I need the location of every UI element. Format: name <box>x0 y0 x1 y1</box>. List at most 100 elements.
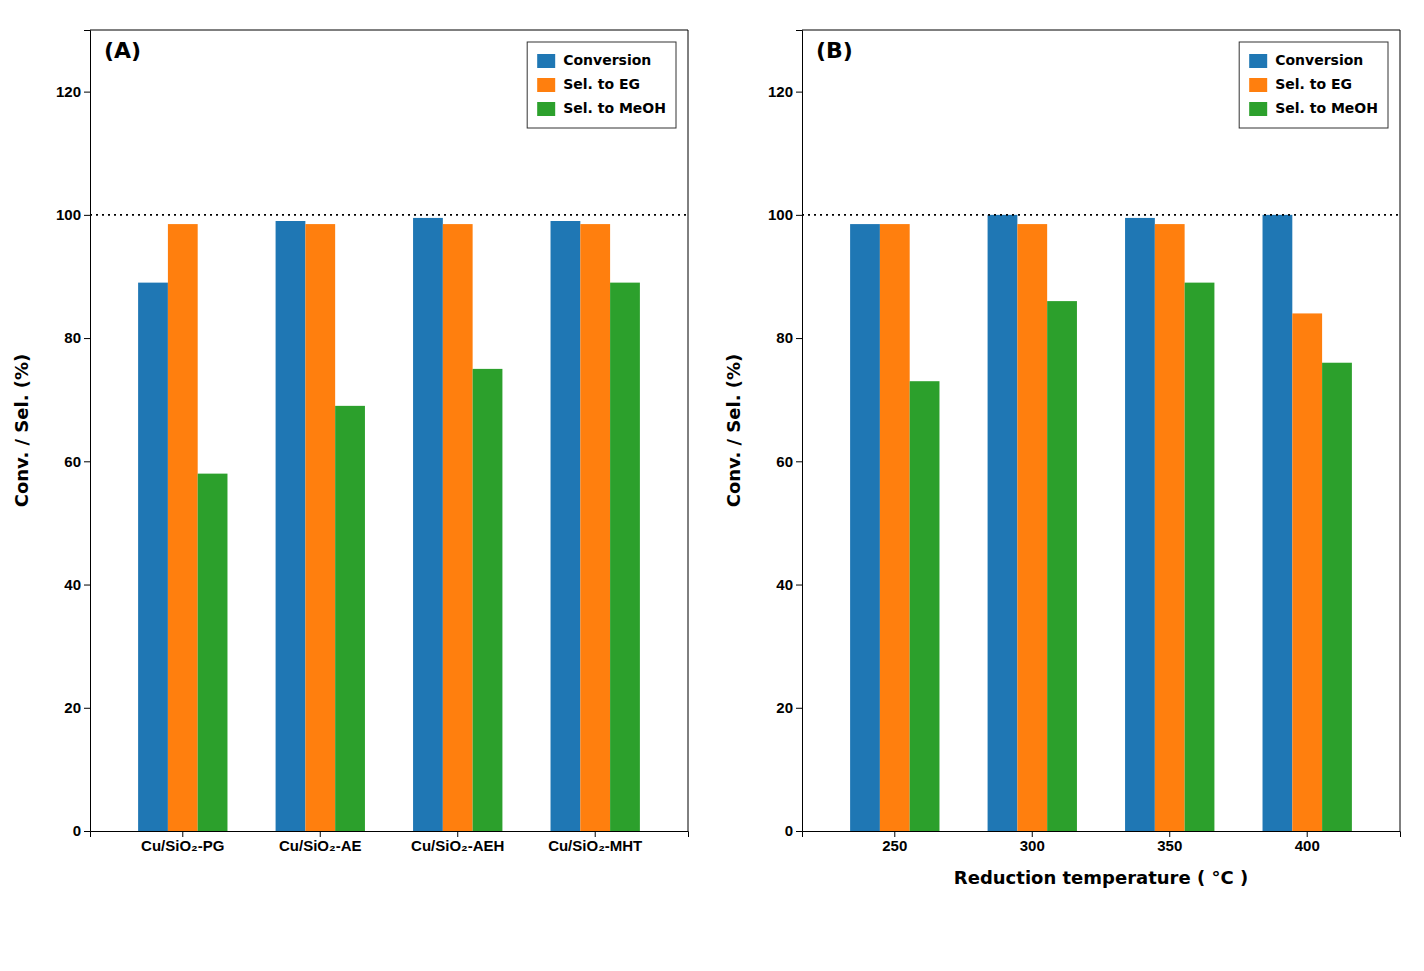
bar <box>1263 215 1293 831</box>
frame-line <box>1400 30 1401 831</box>
tick-mark <box>84 92 90 93</box>
bar <box>1047 301 1077 831</box>
tick: Cu/SiO₂-AE <box>279 831 362 854</box>
bar-series <box>198 283 640 831</box>
tick-label: 100 <box>56 206 81 223</box>
panel-label: (A) <box>104 38 141 63</box>
tick-label: Cu/SiO₂-AE <box>279 837 362 854</box>
tick-label: 20 <box>64 699 81 716</box>
tick-mark <box>796 831 802 832</box>
y-axis-title: Conv. / Sel. (%) <box>11 354 32 508</box>
tick-mark <box>84 215 90 216</box>
frame-line <box>802 30 1400 31</box>
legend-frame <box>527 42 676 128</box>
tick: Cu/SiO₂-MHT <box>548 831 642 854</box>
bar <box>168 224 198 831</box>
tick-label: 300 <box>1020 837 1045 854</box>
tick-mark <box>796 338 802 339</box>
tick-label: 40 <box>776 576 793 593</box>
bar-series <box>880 224 1322 831</box>
bar <box>910 381 940 831</box>
bar <box>335 406 365 831</box>
tick: 250 <box>882 831 907 854</box>
tick-label: 20 <box>776 699 793 716</box>
tick-label: 350 <box>1157 837 1182 854</box>
y-axis: 0 20 40 60 80 100 120 <box>768 31 803 840</box>
bar-series <box>168 224 610 831</box>
legend-swatch <box>537 54 555 68</box>
legend-swatch <box>537 78 555 92</box>
bar <box>1125 218 1155 831</box>
bar <box>138 283 168 831</box>
bar <box>880 224 910 831</box>
bar <box>1017 224 1047 831</box>
tick: 60 <box>776 453 802 470</box>
tick: 300 <box>1020 831 1045 854</box>
tick-label: 400 <box>1295 837 1320 854</box>
tick-label: 40 <box>64 576 81 593</box>
tick-mark <box>84 338 90 339</box>
legend-label: Sel. to MeOH <box>563 100 666 116</box>
legend-swatch <box>1249 102 1267 116</box>
bar <box>413 218 443 831</box>
legend-swatch <box>537 102 555 116</box>
tick-mark <box>796 585 802 586</box>
reference-line <box>802 214 1400 216</box>
legend-item: Sel. to MeOH <box>1249 100 1378 116</box>
tick-label: 120 <box>56 83 81 100</box>
tick: 80 <box>64 329 90 346</box>
axis-line <box>84 31 91 832</box>
bar <box>610 283 640 831</box>
tick-label: 250 <box>882 837 907 854</box>
tick: 20 <box>776 699 802 716</box>
tick: 80 <box>776 329 802 346</box>
tick-label: Cu/SiO₂-MHT <box>548 837 642 854</box>
tick-mark <box>84 461 90 462</box>
bar-series <box>910 283 1352 831</box>
panel: Cu/SiO₂-PGCu/SiO₂-AECu/SiO₂-AEHCu/SiO₂-M… <box>11 30 689 854</box>
axis-line <box>796 31 803 832</box>
tick: 40 <box>776 576 802 593</box>
frame-line <box>688 30 689 831</box>
legend-label: Sel. to MeOH <box>1275 100 1378 116</box>
bar <box>551 221 581 831</box>
tick-mark <box>796 215 802 216</box>
legend: ConversionSel. to EGSel. to MeOH <box>527 42 676 128</box>
bar <box>443 224 473 831</box>
tick: 120 <box>768 83 802 100</box>
bar <box>850 224 880 831</box>
bar <box>1292 313 1322 831</box>
tick-mark <box>796 461 802 462</box>
x-axis: 250 300 350 400 <box>803 831 1401 854</box>
tick-label: 0 <box>73 822 81 839</box>
legend-item: Sel. to EG <box>1249 76 1352 92</box>
legend-label: Sel. to EG <box>563 76 640 92</box>
bar <box>305 224 335 831</box>
frame-line <box>90 30 688 31</box>
legend-swatch <box>1249 78 1267 92</box>
bar <box>1322 363 1352 831</box>
bar <box>1185 283 1215 831</box>
bar-series <box>850 215 1292 831</box>
bar <box>473 369 503 831</box>
tick-mark <box>84 831 90 832</box>
tick: 0 <box>785 822 802 839</box>
legend-item: Sel. to EG <box>537 76 640 92</box>
plot-area <box>802 215 1400 831</box>
tick: 60 <box>64 453 90 470</box>
x-axis: Cu/SiO₂-PGCu/SiO₂-AECu/SiO₂-AEHCu/SiO₂-M… <box>91 831 689 854</box>
legend-frame <box>1239 42 1388 128</box>
tick-label: Cu/SiO₂-PG <box>141 837 224 854</box>
tick: 0 <box>73 822 90 839</box>
legend-swatch <box>1249 54 1267 68</box>
bar-series <box>138 218 580 831</box>
tick: 120 <box>56 83 90 100</box>
tick-mark <box>84 585 90 586</box>
figure: Cu/SiO₂-PGCu/SiO₂-AECu/SiO₂-AEHCu/SiO₂-M… <box>0 0 1424 971</box>
y-axis-title: Conv. / Sel. (%) <box>723 354 744 508</box>
tick-label: 60 <box>776 453 793 470</box>
legend-label: Conversion <box>1275 52 1363 68</box>
tick-label: 100 <box>768 206 793 223</box>
tick-label: 60 <box>64 453 81 470</box>
tick-label: 0 <box>785 822 793 839</box>
